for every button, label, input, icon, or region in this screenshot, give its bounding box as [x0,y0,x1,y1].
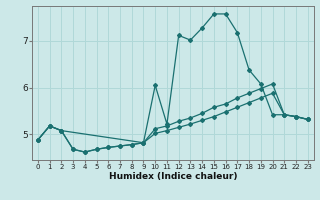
X-axis label: Humidex (Indice chaleur): Humidex (Indice chaleur) [108,172,237,181]
